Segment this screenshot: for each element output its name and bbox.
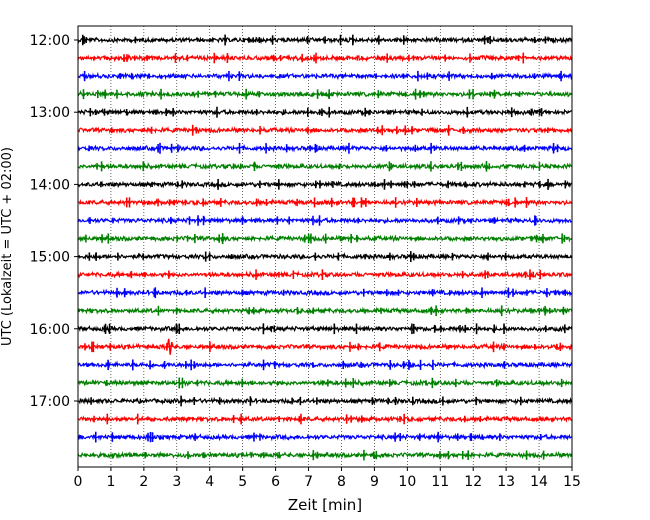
x-tick-label: 13 [497,474,515,490]
x-tick-label: 8 [337,474,346,490]
y-tick-label: 13:00 [30,105,70,121]
x-tick-label: 1 [106,474,115,490]
x-tick-label: 15 [563,474,581,490]
x-tick-label: 14 [530,474,548,490]
y-axis-label: UTC (Lokalzeit = UTC + 02:00) [0,147,15,346]
x-tick-label: 4 [205,474,214,490]
y-tick-label: 12:00 [30,33,70,49]
y-tick-label: 14:00 [30,177,70,193]
x-tick-label: 11 [431,474,449,490]
x-tick-label: 5 [238,474,247,490]
x-tick-label: 12 [464,474,482,490]
x-tick-label: 10 [398,474,416,490]
x-tick-label: 0 [74,474,83,490]
x-tick-label: 3 [172,474,181,490]
x-tick-label: 9 [370,474,379,490]
x-tick-label: 7 [304,474,313,490]
x-tick-label: 6 [271,474,280,490]
x-axis-label: Zeit [min] [288,496,362,514]
y-tick-label: 16:00 [30,322,70,338]
y-tick-label: 15:00 [30,250,70,266]
y-tick-label: 17:00 [30,394,70,410]
x-tick-label: 2 [139,474,148,490]
